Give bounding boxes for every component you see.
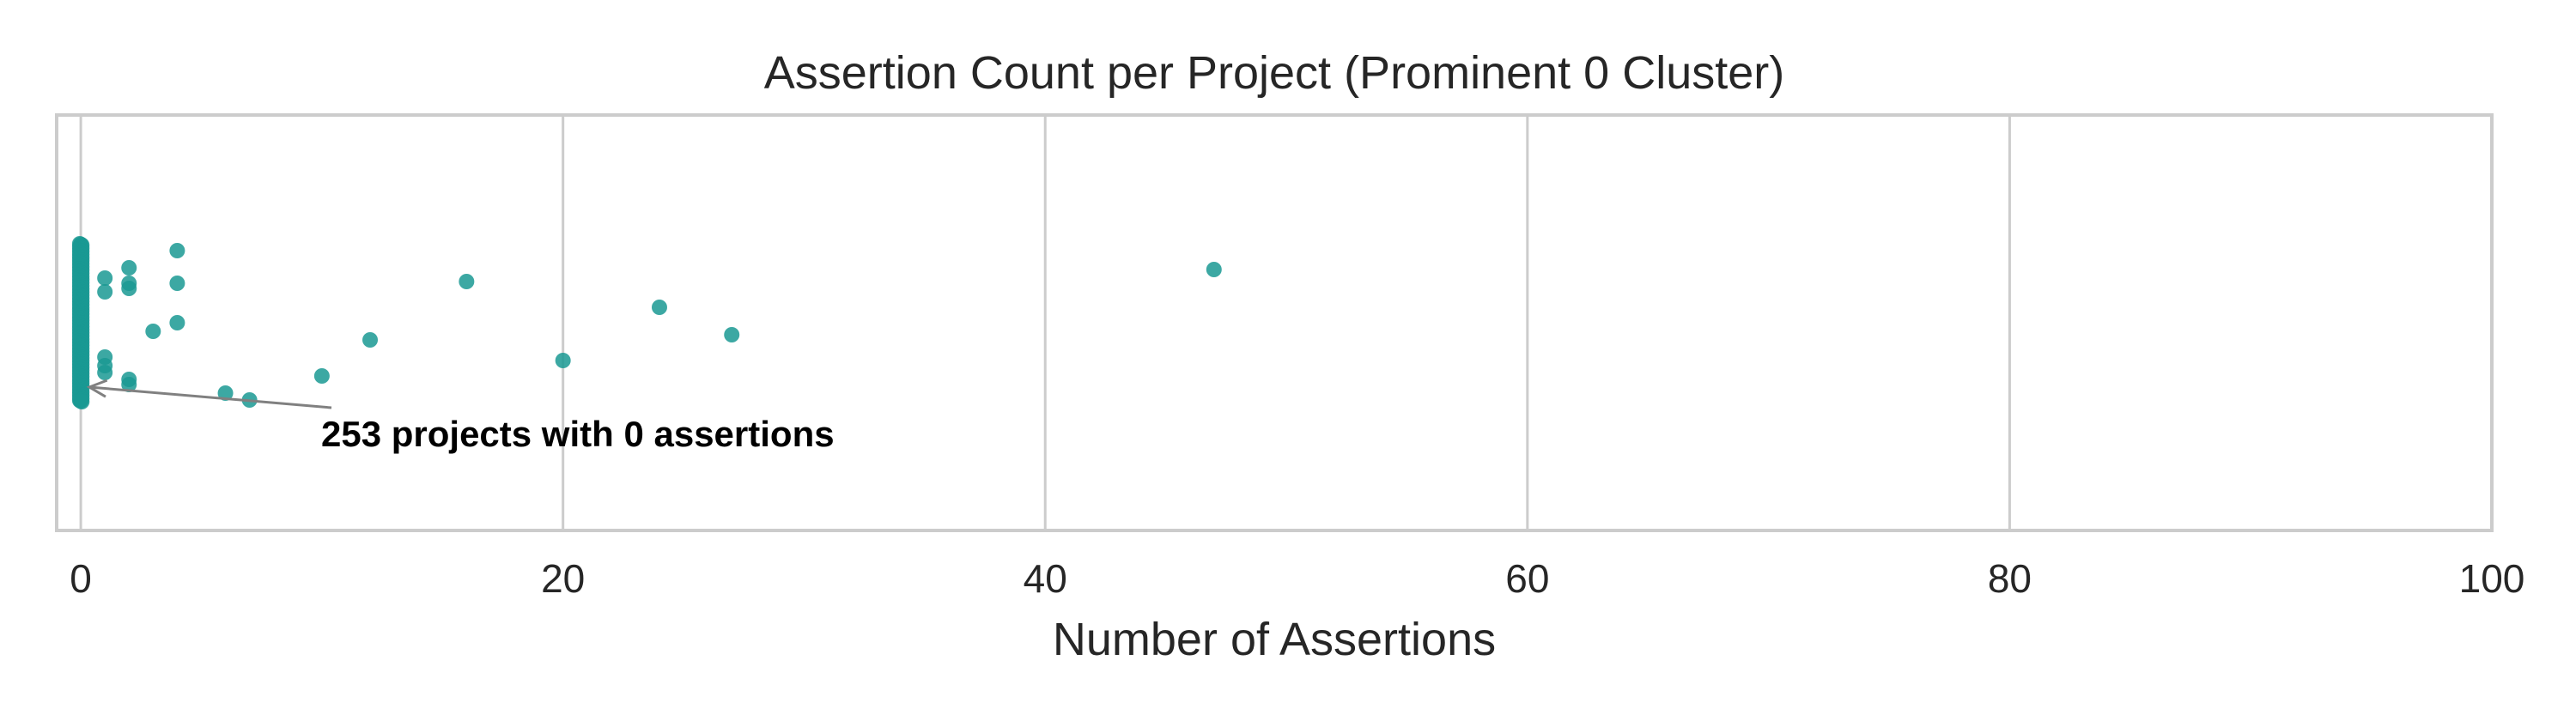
data-point-20 xyxy=(651,300,667,315)
data-point-10 xyxy=(145,324,161,339)
data-point-16 xyxy=(313,368,330,384)
annotation-arrow-line xyxy=(88,385,332,409)
data-point-22 xyxy=(1206,262,1222,277)
data-point-4 xyxy=(97,358,113,373)
plot-frame xyxy=(55,113,2494,532)
x-tick-label-100: 100 xyxy=(2459,556,2525,601)
data-point-7 xyxy=(121,281,137,296)
x-tick-label-80: 80 xyxy=(1988,556,2032,601)
data-point-11 xyxy=(169,243,185,258)
data-point-9 xyxy=(121,377,137,392)
data-point-zero xyxy=(74,394,90,409)
data-point-5 xyxy=(121,260,137,276)
data-point-1 xyxy=(97,284,113,300)
data-point-12 xyxy=(169,276,185,291)
data-point-13 xyxy=(169,315,185,330)
data-point-17 xyxy=(362,332,379,348)
data-point-14 xyxy=(217,385,234,401)
annotation-text: 253 projects with 0 assertions xyxy=(321,414,835,454)
data-point-21 xyxy=(724,327,740,342)
data-point-0 xyxy=(97,270,113,286)
x-tick-label-0: 0 xyxy=(70,556,92,601)
data-point-18 xyxy=(459,274,475,289)
annotation-arrow-head xyxy=(86,379,108,398)
x-tick-label-40: 40 xyxy=(1024,556,1067,601)
chart-title: Assertion Count per Project (Prominent 0… xyxy=(764,47,1784,99)
x-tick-label-20: 20 xyxy=(541,556,585,601)
grid-lines xyxy=(79,115,2011,530)
x-tick-labels: 0 20 40 60 80 100 xyxy=(70,556,2524,601)
x-tick-label-60: 60 xyxy=(1505,556,1549,601)
annotation: 253 projects with 0 assertions xyxy=(86,379,835,454)
x-axis-label: Number of Assertions xyxy=(1053,614,1496,665)
data-point-19 xyxy=(555,353,571,368)
